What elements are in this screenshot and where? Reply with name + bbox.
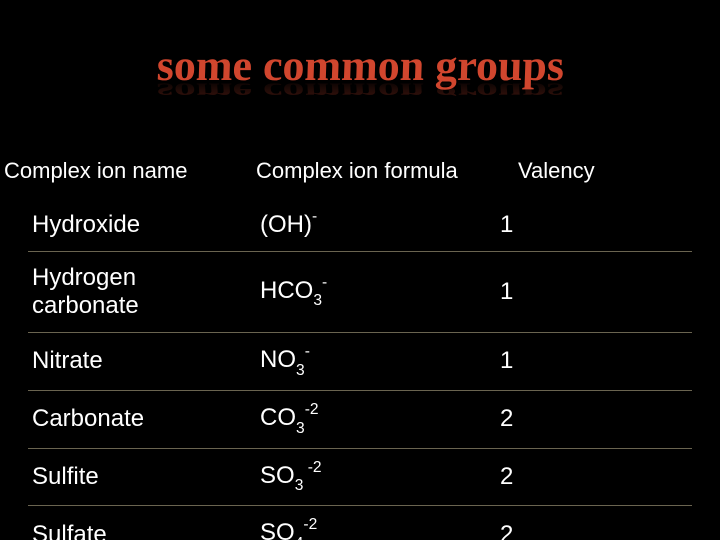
cell-name: Sulfite <box>28 463 246 491</box>
table-row: SulfiteSO3 -22 <box>28 449 692 506</box>
cell-name: Hydroxide <box>28 211 246 239</box>
cell-formula: NO3- <box>246 345 498 378</box>
table-row: Hydrogen carbonateHCO3-1 <box>28 252 692 332</box>
title-reflection: some common groups <box>156 78 565 105</box>
cell-valency: 2 <box>498 463 678 491</box>
cell-valency: 2 <box>498 521 678 540</box>
cell-name: Sulfate <box>28 521 246 540</box>
cell-valency: 1 <box>498 347 678 375</box>
cell-formula: HCO3- <box>246 276 498 309</box>
cell-valency: 2 <box>498 405 678 433</box>
cell-valency: 1 <box>498 211 678 239</box>
table-row: SulfateSO4-22 <box>28 506 692 540</box>
ion-table: Complex ion name Complex ion formula Val… <box>0 150 720 540</box>
header-valency: Valency <box>504 158 684 184</box>
title-container: some common groups some common groups <box>0 0 720 140</box>
table-row: CarbonateCO3-22 <box>28 391 692 448</box>
cell-formula: CO3-2 <box>246 403 498 436</box>
header-name: Complex ion name <box>0 158 242 184</box>
table-header-row: Complex ion name Complex ion formula Val… <box>0 150 720 198</box>
cell-name: Carbonate <box>28 405 246 433</box>
table-body: Hydroxide(OH)-1Hydrogen carbonateHCO3-1N… <box>0 198 720 540</box>
title-svg: some common groups some common groups <box>120 8 600 138</box>
header-formula: Complex ion formula <box>242 158 504 184</box>
cell-formula: SO4-2 <box>246 518 498 540</box>
cell-name: Nitrate <box>28 347 246 375</box>
cell-valency: 1 <box>498 278 678 306</box>
table-row: NitrateNO3-1 <box>28 333 692 390</box>
cell-formula: (OH)- <box>246 210 498 239</box>
cell-name: Hydrogen carbonate <box>28 264 246 320</box>
table-row: Hydroxide(OH)-1 <box>28 198 692 251</box>
cell-formula: SO3 -2 <box>246 461 498 494</box>
